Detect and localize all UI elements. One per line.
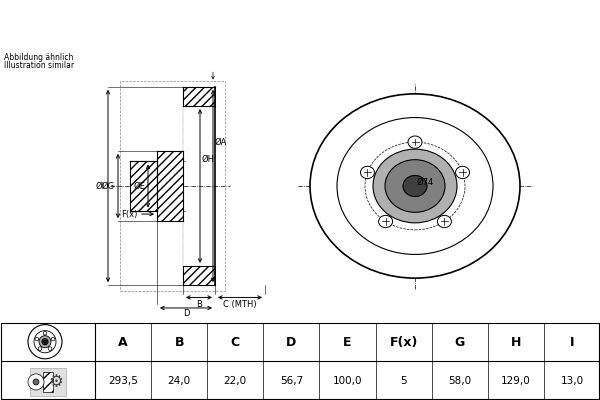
Text: Illustration similar: Illustration similar — [4, 62, 74, 70]
Text: E: E — [343, 336, 352, 349]
Text: A: A — [118, 336, 128, 349]
Circle shape — [38, 347, 42, 350]
Text: ØH: ØH — [202, 155, 215, 164]
Text: B: B — [196, 300, 202, 309]
Text: 424196: 424196 — [376, 15, 464, 35]
Text: Abbildung ähnlich: Abbildung ähnlich — [4, 53, 73, 62]
Text: 129,0: 129,0 — [501, 376, 531, 386]
Text: ⚙: ⚙ — [49, 373, 64, 391]
Text: Ø74: Ø74 — [417, 178, 434, 187]
Bar — [130, 162, 157, 210]
Text: ØE: ØE — [133, 182, 145, 190]
Text: B: B — [175, 336, 184, 349]
Text: 5: 5 — [400, 376, 407, 386]
Text: 293,5: 293,5 — [108, 376, 138, 386]
Text: ØI: ØI — [96, 182, 105, 190]
Circle shape — [39, 336, 51, 348]
Text: 24.0124-0196.1: 24.0124-0196.1 — [130, 15, 314, 35]
Bar — [183, 87, 215, 106]
Circle shape — [310, 94, 520, 278]
Circle shape — [51, 337, 55, 341]
Bar — [30, 368, 66, 396]
Text: 100,0: 100,0 — [333, 376, 362, 386]
Text: F(x): F(x) — [389, 336, 418, 349]
Circle shape — [385, 160, 445, 212]
Text: Ate: Ate — [341, 213, 419, 255]
Circle shape — [373, 149, 457, 223]
Text: C: C — [231, 336, 240, 349]
Text: M8x1,25
2x: M8x1,25 2x — [347, 168, 380, 188]
Text: ØG: ØG — [102, 182, 115, 190]
Text: C (MTH): C (MTH) — [223, 300, 257, 309]
Circle shape — [44, 340, 47, 343]
Circle shape — [43, 331, 47, 335]
Circle shape — [35, 337, 39, 341]
Text: F(x): F(x) — [121, 210, 137, 218]
Circle shape — [379, 215, 392, 228]
Text: 58,0: 58,0 — [448, 376, 471, 386]
Text: 13,0: 13,0 — [560, 376, 584, 386]
Text: G: G — [455, 336, 465, 349]
Text: D: D — [183, 309, 189, 318]
Circle shape — [33, 379, 39, 385]
Circle shape — [361, 166, 374, 178]
Circle shape — [437, 215, 451, 228]
Circle shape — [403, 176, 427, 196]
Text: 22,0: 22,0 — [224, 376, 247, 386]
Text: 24,0: 24,0 — [167, 376, 191, 386]
Bar — [183, 266, 215, 285]
Circle shape — [42, 339, 48, 345]
Text: H: H — [511, 336, 521, 349]
Text: ØA: ØA — [215, 138, 227, 147]
Circle shape — [455, 166, 470, 178]
Text: I: I — [569, 336, 574, 349]
Circle shape — [28, 374, 44, 390]
Text: 56,7: 56,7 — [280, 376, 303, 386]
Circle shape — [48, 347, 52, 350]
Circle shape — [408, 136, 422, 148]
Circle shape — [337, 118, 493, 254]
Bar — [157, 151, 183, 221]
Circle shape — [34, 331, 56, 353]
Circle shape — [28, 325, 62, 359]
Bar — [120, 81, 225, 291]
Bar — [43, 372, 53, 392]
Text: D: D — [286, 336, 296, 349]
